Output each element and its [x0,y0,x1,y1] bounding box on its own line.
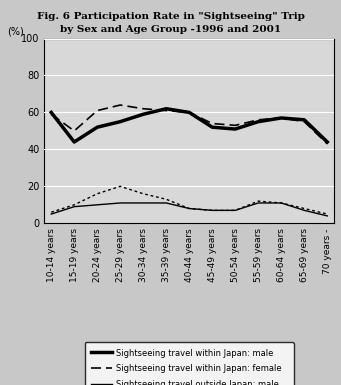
Text: by Sex and Age Group -1996 and 2001: by Sex and Age Group -1996 and 2001 [60,25,281,34]
Text: (%): (%) [6,27,24,37]
Legend: Sightseeing travel within Japan: male, Sightseeing travel within Japan: female, : Sightseeing travel within Japan: male, S… [85,342,294,385]
Text: Fig. 6 Participation Rate in "Sightseeing" Trip: Fig. 6 Participation Rate in "Sightseein… [36,12,305,20]
